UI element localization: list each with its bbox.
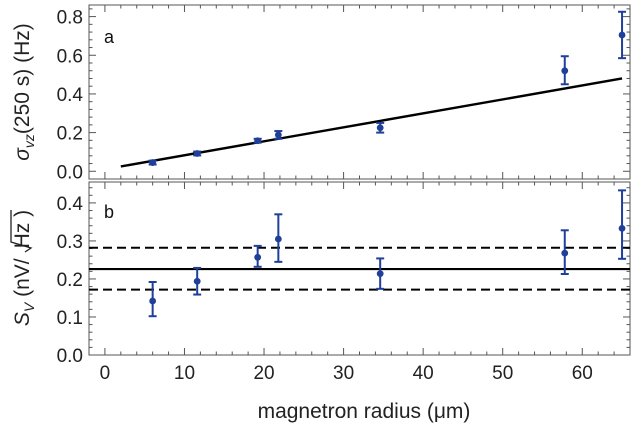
panel-a-points bbox=[148, 10, 627, 166]
y-tick-label: 0.1 bbox=[57, 308, 83, 329]
panel-b-points bbox=[148, 189, 627, 318]
fit-line bbox=[120, 77, 623, 168]
data-point bbox=[193, 277, 201, 285]
y-tick-label: 0.8 bbox=[57, 8, 83, 29]
panel-b-ylabel: SV (nV/Hz ) bbox=[10, 210, 37, 326]
x-axis-title: magnetron radius (μm) bbox=[258, 400, 471, 423]
data-point bbox=[149, 159, 157, 166]
x-tick-label: 60 bbox=[572, 363, 593, 384]
data-point bbox=[254, 253, 262, 261]
panel-b-label: b bbox=[104, 202, 114, 222]
y-tick-label: 0.4 bbox=[57, 85, 84, 106]
data-point bbox=[561, 67, 569, 75]
data-point bbox=[618, 224, 626, 232]
x-tick-label: 50 bbox=[492, 363, 513, 384]
panel-b-lines bbox=[89, 246, 630, 291]
panel-a-tick-labels: 0.0 0.2 0.4 0.6 0.8 bbox=[57, 8, 84, 184]
panel-b-ylabel-close: ) bbox=[11, 210, 34, 223]
data-point bbox=[376, 124, 384, 132]
panel-b-ylabel-subscript: V bbox=[21, 301, 37, 312]
panel-b-tick-labels: 0.0 0.1 0.2 0.3 0.4 0 10 20 30 40 50 60 bbox=[57, 194, 593, 384]
panel-b-ylabel-text: SV (nV/Hz ) bbox=[11, 210, 37, 326]
data-point bbox=[561, 249, 569, 257]
panel-b: 0.0 0.1 0.2 0.3 0.4 0 10 20 30 40 50 60 b SV (nV/Hz… bbox=[10, 181, 631, 384]
x-tick-label: 10 bbox=[174, 363, 195, 384]
panel-a-ylabel-subscript: vz bbox=[21, 134, 37, 148]
y-tick-label: 0.2 bbox=[57, 124, 83, 145]
y-tick-label: 0.0 bbox=[57, 346, 83, 367]
panel-a-ticks bbox=[89, 5, 630, 179]
panel-b-ylabel-sqrt-arg: Hz bbox=[11, 223, 34, 249]
y-tick-label: 0.2 bbox=[57, 270, 83, 291]
y-tick-label: 0.0 bbox=[57, 162, 83, 183]
sqrt-sign bbox=[10, 210, 33, 253]
x-tick-label: 0 bbox=[100, 363, 111, 384]
data-point bbox=[274, 131, 282, 139]
panel-a-ylabel-symbol: σ bbox=[11, 147, 34, 161]
y-tick-label: 0.4 bbox=[57, 194, 84, 215]
y-tick-label: 0.3 bbox=[57, 232, 83, 253]
panel-b-ylabel-unit: (nV/ bbox=[11, 258, 34, 303]
x-tick-label: 40 bbox=[413, 363, 434, 384]
panel-a-fit bbox=[120, 77, 623, 168]
data-point bbox=[376, 270, 384, 278]
x-tick-label: 30 bbox=[333, 363, 354, 384]
panel-a-label: a bbox=[104, 27, 115, 47]
panel-b-ticks bbox=[89, 182, 630, 356]
data-point bbox=[274, 235, 282, 243]
data-point bbox=[618, 31, 626, 39]
panel-b-ylabel-symbol: S bbox=[11, 312, 34, 326]
data-point bbox=[193, 150, 201, 157]
data-point bbox=[254, 137, 262, 145]
panel-a: 0.0 0.2 0.4 0.6 0.8 a σvz(250 s) (Hz) bbox=[11, 4, 631, 184]
panel-a-ylabel-text: (250 s) (Hz) bbox=[11, 23, 34, 134]
panel-a-ylabel: σvz(250 s) (Hz) bbox=[11, 23, 37, 161]
x-tick-label: 20 bbox=[253, 363, 274, 384]
y-tick-label: 0.6 bbox=[57, 46, 83, 67]
data-point bbox=[149, 297, 157, 305]
